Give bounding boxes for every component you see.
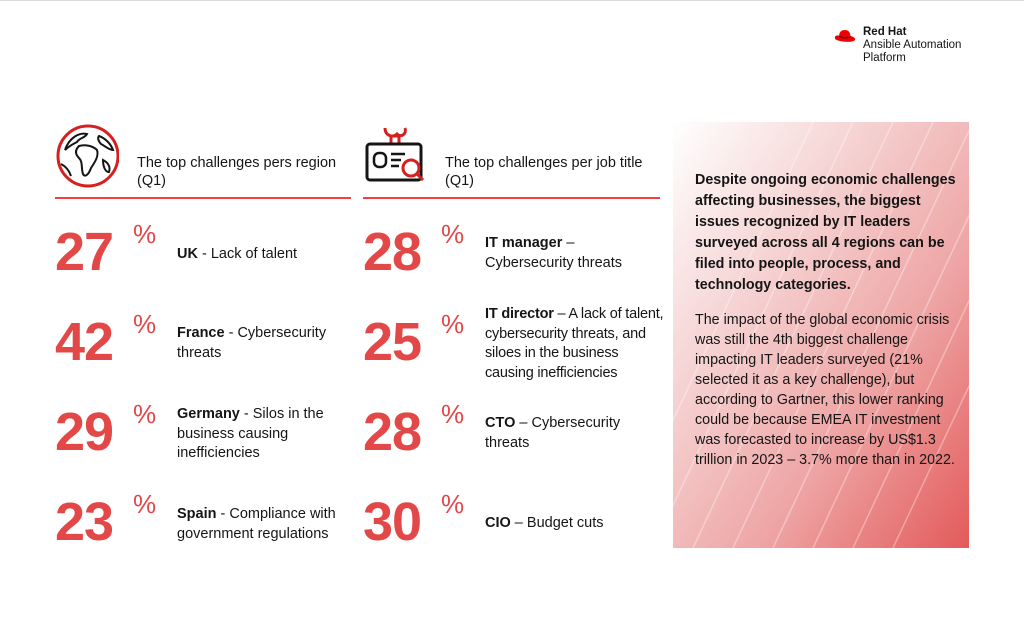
stat-detail: - Compliance with government regulations [177,506,336,542]
brand-logo: Red Hat Ansible Automation Platform [833,26,961,65]
stat-label: IT manager [485,235,563,251]
job-column-title: The top challenges per job title (Q1) [445,155,643,189]
percent-sign: % [441,399,465,429]
region-column-divider [55,197,351,199]
id-badge-icon [365,127,425,182]
red-hat-logo-icon [834,30,856,42]
panel-body-text: The impact of the global economic crisis… [695,312,955,468]
stat-description: Germany - Silos in the business causing … [177,405,337,464]
percent-sign: % [441,489,465,519]
percent-sign: % [441,309,465,339]
stat-description: CTO – Cybersecurity threats [485,414,645,453]
region-column-title: The top challenges pers region (Q1) [137,155,337,189]
stat-label: France [177,325,225,341]
stat-description: IT director – A lack of talent, cybersec… [485,305,665,383]
stat-description: IT manager – Cybersecurity threats [485,234,645,273]
stat-detail: - Lack of talent [197,246,298,262]
brand-name: Red Hat [863,26,907,38]
percent-sign: % [133,489,157,519]
stat-detail: - Cybersecurity threats [177,325,327,361]
brand-product-line-2: Platform [863,52,906,64]
percent-sign: % [133,219,157,249]
brand-product-line-1: Ansible Automation [863,39,962,51]
stat-detail: – Cybersecurity threats [485,235,622,271]
stat-value: 42 [55,312,114,372]
stat-value: 25 [363,312,422,372]
percent-sign: % [133,309,157,339]
panel-lead-text: Despite ongoing economic challenges affe… [695,172,956,293]
stat-detail: - Silos in the business causing ineffici… [177,406,324,461]
job-column-header: The top challenges per job title (Q1) [363,118,660,199]
globe-icon [56,124,119,188]
stat-value: 29 [55,402,114,462]
stat-description: Spain - Compliance with government regul… [177,505,355,544]
stat-detail: – Cybersecurity threats [485,415,621,451]
stat-label: Spain [177,506,217,522]
region-column-header: The top challenges pers region (Q1) [55,118,351,199]
stat-value: 23 [55,492,114,552]
stat-label: UK [177,246,198,262]
stat-detail: – A lack of talent, cybersecurity threat… [485,306,664,381]
stat-label: IT director [485,306,554,322]
stat-description: UK - Lack of talent [177,245,357,265]
stat-label: CIO [485,515,511,531]
stat-label: CTO [485,415,516,431]
stat-value: 28 [363,222,422,282]
stat-value: 28 [363,402,422,462]
job-column-divider [363,197,660,199]
top-border [0,0,1024,1]
stat-value: 27 [55,222,114,282]
stat-value: 30 [363,492,422,552]
percent-sign: % [441,219,465,249]
percent-sign: % [133,399,157,429]
diagonal-stripes-decoration [673,122,969,548]
stat-label: Germany [177,406,240,422]
stat-description: France - Cybersecurity threats [177,324,352,363]
summary-panel: Despite ongoing economic challenges affe… [673,122,969,548]
stat-description: CIO – Budget cuts [485,514,655,534]
stat-detail: – Budget cuts [510,515,604,531]
